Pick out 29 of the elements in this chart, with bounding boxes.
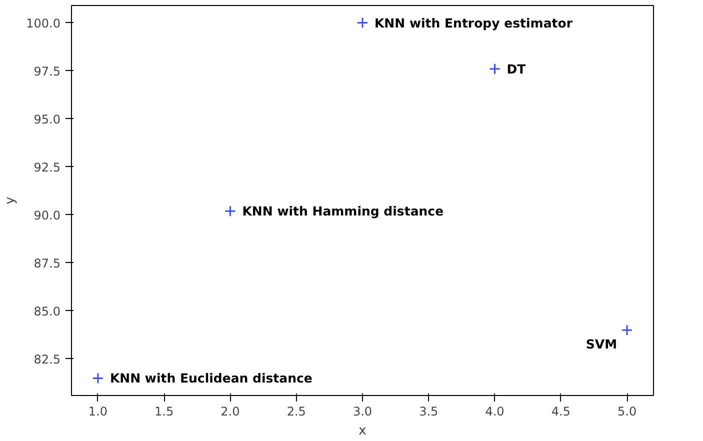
y-tick-label: 87.5 bbox=[34, 256, 60, 270]
annotation: KNN with Entropy estimator bbox=[374, 15, 574, 30]
x-tick-label: 3.0 bbox=[352, 404, 372, 418]
point bbox=[224, 205, 236, 217]
x-tick-label: 4.5 bbox=[551, 404, 570, 418]
annotation: KNN with Hamming distance bbox=[242, 204, 444, 219]
y-tick-label: 90.0 bbox=[34, 208, 60, 222]
y-tick-label: 95.0 bbox=[34, 112, 60, 126]
x-tick-label: 3.5 bbox=[419, 404, 438, 418]
y-tick-label: 85.0 bbox=[34, 304, 60, 318]
y-axis-title: y bbox=[3, 196, 18, 204]
annotation: DT bbox=[506, 61, 526, 76]
x-axis-title: x bbox=[358, 424, 367, 438]
x-tick-label: 4.0 bbox=[485, 404, 504, 418]
x-tick-label: 5.0 bbox=[618, 404, 637, 418]
y-tick-label: 100.0 bbox=[26, 16, 61, 30]
point bbox=[489, 63, 501, 75]
x-tick-label: 2.5 bbox=[286, 404, 306, 418]
x-tick-label: 1.0 bbox=[88, 404, 108, 418]
x-tick-label: 2.0 bbox=[220, 404, 240, 418]
y-tick-label: 92.5 bbox=[34, 160, 60, 174]
annotation: SVM bbox=[586, 336, 618, 352]
x-tick-label: 1.5 bbox=[154, 404, 174, 418]
y-tick-label: 97.5 bbox=[34, 64, 60, 78]
point bbox=[356, 17, 368, 29]
point bbox=[621, 324, 633, 336]
point bbox=[92, 372, 104, 384]
annotation: KNN with Euclidean distance bbox=[110, 370, 312, 386]
y-tick-label: 82.5 bbox=[34, 352, 60, 366]
